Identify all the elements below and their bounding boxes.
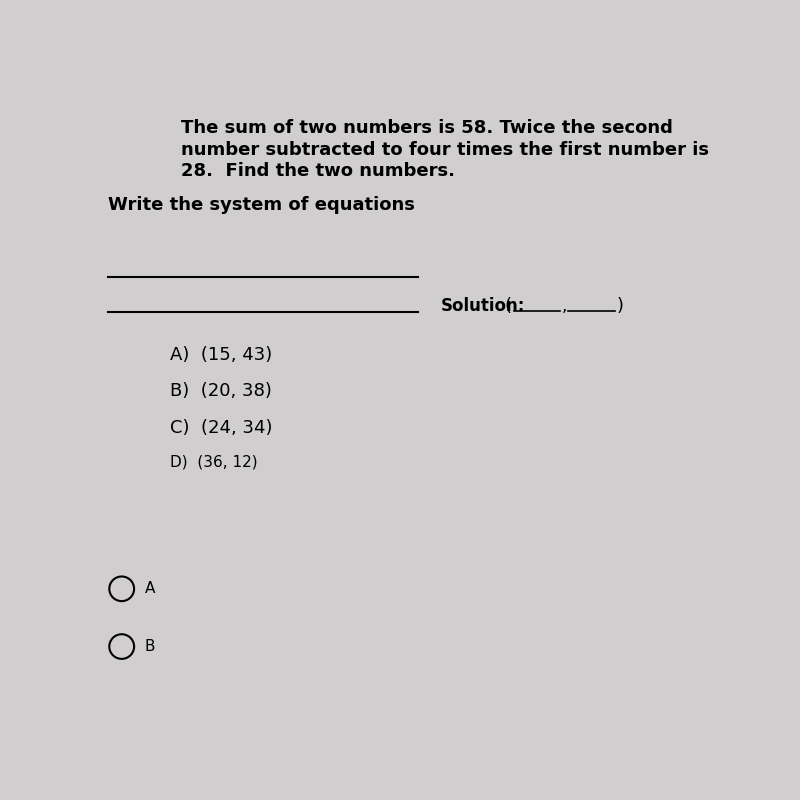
Text: 28.  Find the two numbers.: 28. Find the two numbers.	[182, 162, 455, 180]
Text: A: A	[145, 582, 155, 596]
Text: A)  (15, 43): A) (15, 43)	[170, 346, 272, 364]
Text: B)  (20, 38): B) (20, 38)	[170, 382, 272, 401]
Text: C)  (24, 34): C) (24, 34)	[170, 418, 272, 437]
Text: Solution:: Solution:	[441, 298, 526, 315]
Text: D)  (36, 12): D) (36, 12)	[170, 455, 258, 470]
Text: ,: ,	[562, 298, 567, 315]
Text: (: (	[505, 298, 511, 315]
Text: Write the system of equations: Write the system of equations	[108, 196, 414, 214]
Text: The sum of two numbers is 58. Twice the second: The sum of two numbers is 58. Twice the …	[182, 119, 674, 137]
Text: number subtracted to four times the first number is: number subtracted to four times the firs…	[182, 141, 710, 158]
Text: B: B	[145, 639, 155, 654]
Text: ): )	[617, 298, 624, 315]
